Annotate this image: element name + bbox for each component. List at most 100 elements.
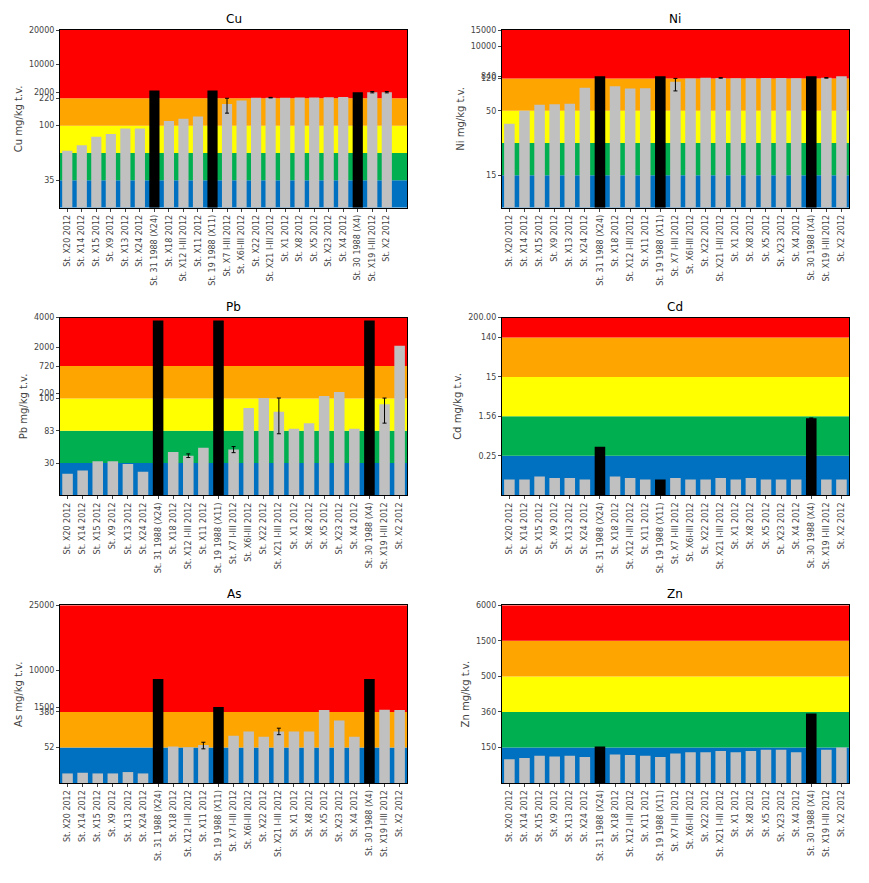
svg-text:St. X21 I-III 2012: St. X21 I-III 2012 xyxy=(274,503,283,570)
svg-text:St. X22 2012: St. X22 2012 xyxy=(259,790,268,842)
svg-text:St. 30 1988 (X4): St. 30 1988 (X4) xyxy=(353,215,362,281)
svg-text:St. X24 2012: St. X24 2012 xyxy=(580,790,589,842)
svg-text:St. X8 2012: St. X8 2012 xyxy=(305,790,314,837)
svg-text:St. 31 1988 (X24): St. 31 1988 (X24) xyxy=(596,215,605,286)
svg-text:St. X6I-III 2012: St. X6I-III 2012 xyxy=(244,790,253,849)
svg-text:St. X1 2012: St. X1 2012 xyxy=(281,215,290,262)
svg-text:St. X24 2012: St. X24 2012 xyxy=(139,503,148,555)
svg-text:St. X12 I-III 2012: St. X12 I-III 2012 xyxy=(626,215,635,282)
svg-text:St. X14 2012: St. X14 2012 xyxy=(520,790,529,842)
svg-text:St. X4 2012: St. X4 2012 xyxy=(792,503,801,550)
svg-text:St. 19 1988 (X11): St. 19 1988 (X11) xyxy=(656,215,665,286)
svg-text:15: 15 xyxy=(486,373,496,382)
svg-text:St. X18 2012: St. X18 2012 xyxy=(169,790,178,842)
svg-text:St. X6I-III 2012: St. X6I-III 2012 xyxy=(237,215,246,274)
svg-text:St. X1 2012: St. X1 2012 xyxy=(731,215,740,262)
svg-text:St. X5 2012: St. X5 2012 xyxy=(320,503,329,550)
svg-text:St. X11 2012: St. X11 2012 xyxy=(199,503,208,555)
svg-text:St. X5 2012: St. X5 2012 xyxy=(762,503,771,550)
svg-text:St. 19 1988 (X11): St. 19 1988 (X11) xyxy=(208,215,217,286)
svg-text:St. X15 2012: St. X15 2012 xyxy=(535,215,544,267)
svg-text:Ni: Ni xyxy=(669,12,681,26)
svg-text:St. X6I-III 2012: St. X6I-III 2012 xyxy=(686,215,695,274)
svg-text:St. X15 2012: St. X15 2012 xyxy=(92,215,101,267)
svg-text:St. X11 2012: St. X11 2012 xyxy=(641,503,650,555)
svg-text:St. 30 1988 (X4): St. 30 1988 (X4) xyxy=(807,215,816,281)
svg-text:St. 31 1988 (X24): St. 31 1988 (X24) xyxy=(154,503,163,574)
svg-text:St. X2 2012: St. X2 2012 xyxy=(837,503,846,550)
svg-text:St. X13 2012: St. X13 2012 xyxy=(565,503,574,555)
svg-text:St. X12 I-III 2012: St. X12 I-III 2012 xyxy=(184,503,193,570)
svg-text:St. X14 2012: St. X14 2012 xyxy=(520,215,529,267)
svg-text:St. X15 2012: St. X15 2012 xyxy=(535,503,544,555)
svg-text:Ni mg/kg t.v.: Ni mg/kg t.v. xyxy=(455,87,466,151)
svg-text:St. X7 I-III 2012: St. X7 I-III 2012 xyxy=(671,215,680,277)
svg-text:St. X9 2012: St. X9 2012 xyxy=(550,503,559,550)
svg-text:St. X13 2012: St. X13 2012 xyxy=(124,503,133,555)
svg-text:St. X20 2012: St. X20 2012 xyxy=(505,790,514,842)
svg-text:St. X15 2012: St. X15 2012 xyxy=(93,503,102,555)
svg-text:15000: 15000 xyxy=(471,26,496,35)
svg-text:St. X18 2012: St. X18 2012 xyxy=(165,215,174,267)
svg-text:St. X19 I-III 2012: St. X19 I-III 2012 xyxy=(822,215,831,282)
svg-text:St. X11 2012: St. X11 2012 xyxy=(199,790,208,842)
svg-text:St. 30 1988 (X4): St. 30 1988 (X4) xyxy=(365,790,374,856)
svg-text:St. X21 I-III 2012: St. X21 I-III 2012 xyxy=(274,790,283,857)
svg-text:St. X7 I-III 2012: St. X7 I-III 2012 xyxy=(671,503,680,565)
svg-text:St. X20 2012: St. X20 2012 xyxy=(63,503,72,555)
svg-text:St. X2 2012: St. X2 2012 xyxy=(837,790,846,837)
svg-text:St. 31 1988 (X24): St. 31 1988 (X24) xyxy=(596,503,605,574)
svg-text:St. X14 2012: St. X14 2012 xyxy=(78,503,87,555)
svg-text:St. X22 2012: St. X22 2012 xyxy=(701,503,710,555)
svg-text:200.00: 200.00 xyxy=(468,313,496,322)
svg-text:St. X5 2012: St. X5 2012 xyxy=(762,790,771,837)
svg-text:120: 120 xyxy=(481,74,496,83)
svg-text:6000: 6000 xyxy=(476,601,496,610)
svg-text:St. 31 1988 (X24): St. 31 1988 (X24) xyxy=(150,215,159,286)
svg-text:100: 100 xyxy=(39,121,54,130)
svg-text:St. X5 2012: St. X5 2012 xyxy=(310,215,319,262)
svg-text:St. X15 2012: St. X15 2012 xyxy=(535,790,544,842)
svg-text:St. X18 2012: St. X18 2012 xyxy=(611,215,620,267)
svg-text:St. 30 1988 (X4): St. 30 1988 (X4) xyxy=(807,790,816,856)
svg-text:St. X7 I-III 2012: St. X7 I-III 2012 xyxy=(229,790,238,852)
svg-text:St. X8 2012: St. X8 2012 xyxy=(746,503,755,550)
svg-text:St. X23 2012: St. X23 2012 xyxy=(324,215,333,267)
svg-text:St. X14 2012: St. X14 2012 xyxy=(77,215,86,267)
svg-text:St. X4 2012: St. X4 2012 xyxy=(792,790,801,837)
svg-text:St. X23 2012: St. X23 2012 xyxy=(335,790,344,842)
svg-text:25000: 25000 xyxy=(29,601,54,610)
svg-text:St. X1 2012: St. X1 2012 xyxy=(731,503,740,550)
svg-text:St. 19 1988 (X11): St. 19 1988 (X11) xyxy=(656,790,665,861)
svg-text:St. 19 1988 (X11): St. 19 1988 (X11) xyxy=(214,790,223,861)
svg-text:St. 30 1988 (X4): St. 30 1988 (X4) xyxy=(807,503,816,569)
svg-text:St. X21 I-III 2012: St. X21 I-III 2012 xyxy=(716,790,725,857)
svg-text:St. X23 2012: St. X23 2012 xyxy=(777,790,786,842)
svg-text:Pb: Pb xyxy=(226,300,241,314)
svg-text:St. X20 2012: St. X20 2012 xyxy=(505,503,514,555)
svg-text:500: 500 xyxy=(481,672,496,681)
svg-text:200: 200 xyxy=(39,389,54,398)
svg-text:St. X9 2012: St. X9 2012 xyxy=(106,215,115,262)
svg-text:Zn: Zn xyxy=(667,587,683,601)
svg-text:St. X24 2012: St. X24 2012 xyxy=(580,503,589,555)
svg-text:360: 360 xyxy=(481,708,496,717)
svg-text:10000: 10000 xyxy=(29,60,54,69)
svg-text:2000: 2000 xyxy=(34,88,54,97)
svg-text:52: 52 xyxy=(44,743,54,752)
svg-text:1500: 1500 xyxy=(476,637,496,646)
svg-text:220: 220 xyxy=(39,94,54,103)
svg-text:St. X12 I-III 2012: St. X12 I-III 2012 xyxy=(626,790,635,857)
svg-text:Cu mg/kg t.v.: Cu mg/kg t.v. xyxy=(13,85,24,152)
svg-text:St. X19 I-III 2012: St. X19 I-III 2012 xyxy=(822,790,831,857)
svg-text:380: 380 xyxy=(39,708,54,717)
svg-text:St. X12 I-III 2012: St. X12 I-III 2012 xyxy=(184,790,193,857)
svg-text:St. X9 2012: St. X9 2012 xyxy=(550,215,559,262)
svg-text:St. X20 2012: St. X20 2012 xyxy=(63,215,72,267)
svg-text:St. X2 2012: St. X2 2012 xyxy=(837,215,846,262)
svg-text:St. X23 2012: St. X23 2012 xyxy=(777,503,786,555)
svg-text:720: 720 xyxy=(39,362,54,371)
svg-text:Cu: Cu xyxy=(226,12,242,26)
svg-text:St. X8 2012: St. X8 2012 xyxy=(746,790,755,837)
svg-text:840: 840 xyxy=(481,72,496,81)
